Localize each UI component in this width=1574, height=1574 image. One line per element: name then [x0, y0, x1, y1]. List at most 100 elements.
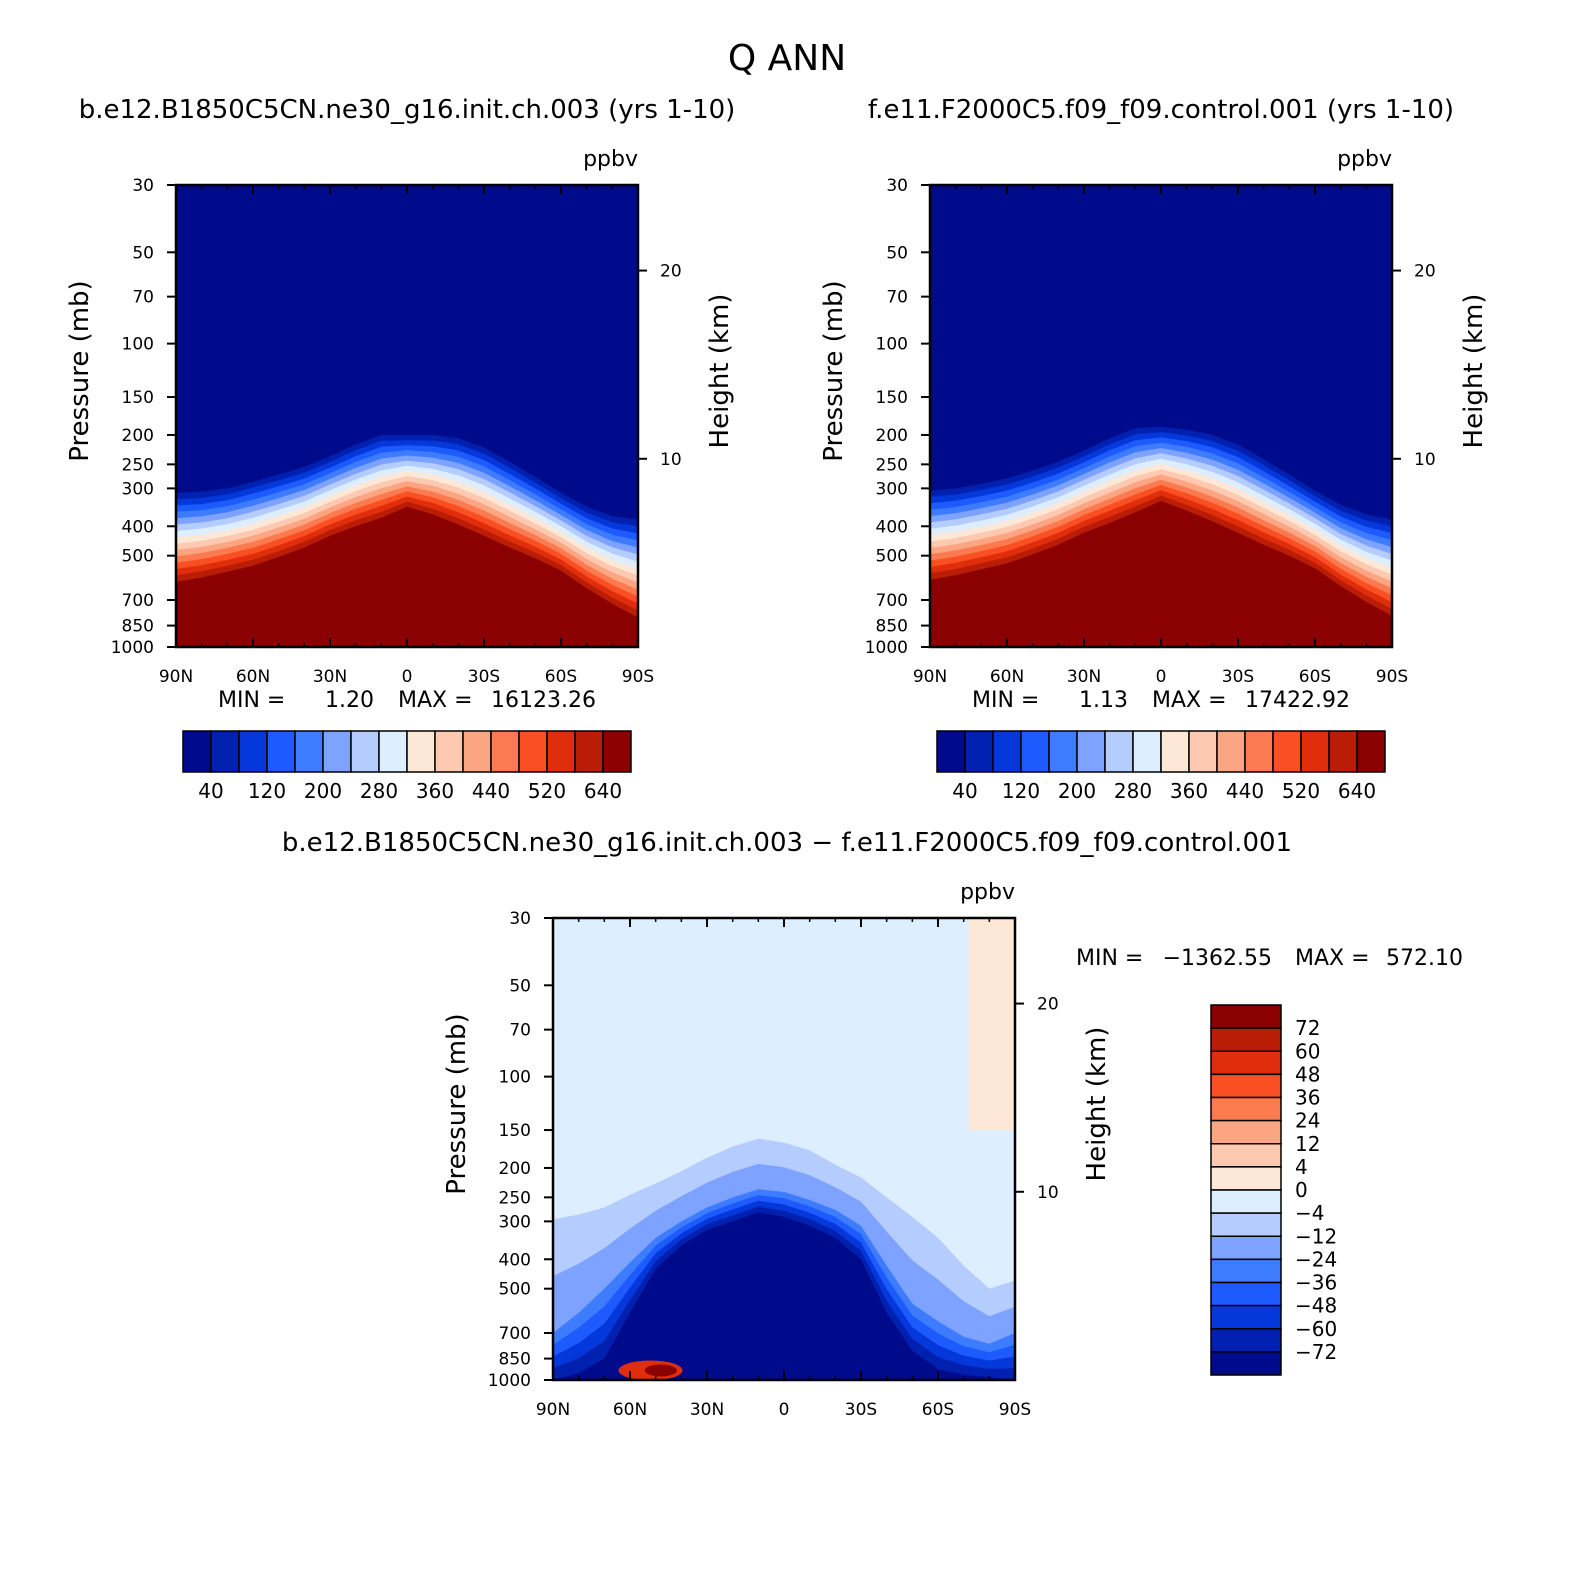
y-tick-label: 30: [509, 909, 531, 929]
min-label: MIN =: [218, 688, 285, 713]
colorbar-swatch: [518, 730, 548, 773]
y-tick-label: 1000: [111, 638, 154, 658]
colorbar-swatch: [1210, 1143, 1282, 1168]
colorbar-swatch: [1216, 730, 1246, 773]
y-tick-label: 100: [499, 1068, 531, 1088]
contour-band-positive: [968, 918, 1015, 1131]
y-tick-label: 300: [499, 1212, 531, 1232]
y-tick-label: 100: [122, 335, 154, 355]
max-value: 17422.92: [1245, 688, 1350, 713]
colorbar-label: 200: [304, 779, 342, 803]
colorbar-label: 280: [1114, 779, 1152, 803]
x-tick-label: 0: [779, 1400, 790, 1420]
units-label: ppbv: [583, 147, 638, 172]
colorbar-swatch: [378, 730, 408, 773]
colorbar-swatch: [964, 730, 994, 773]
colorbar-swatch: [574, 730, 604, 773]
colorbar-label: −12: [1295, 1224, 1337, 1248]
height-tick-label: 10: [660, 450, 682, 470]
colorbar-swatch: [322, 730, 352, 773]
colorbar-swatch: [1210, 1027, 1282, 1052]
contour-band: [930, 500, 1392, 647]
colorbar-swatch: [1210, 1304, 1282, 1330]
colorbar-swatch: [1048, 730, 1078, 773]
y-axis-label: Pressure (mb): [819, 280, 849, 461]
y-tick-label: 300: [122, 479, 154, 499]
contour-blob-positive: [644, 1364, 677, 1377]
x-tick-label: 90S: [622, 667, 654, 687]
y-tick-label: 300: [876, 479, 908, 499]
units-label: ppbv: [960, 880, 1015, 905]
panel-title: b.e12.B1850C5CN.ne30_g16.init.ch.003 − f…: [282, 828, 1292, 858]
y-tick-label: 150: [122, 388, 154, 408]
y-tick-label: 30: [132, 176, 154, 196]
units-label: ppbv: [1337, 147, 1392, 172]
colorbar-swatch: [1244, 730, 1274, 773]
y-tick-label: 700: [876, 591, 908, 611]
colorbar-swatch: [434, 730, 464, 773]
colorbar-label: 360: [416, 779, 454, 803]
colorbar-label: 360: [1170, 779, 1208, 803]
max-label: MAX =: [1152, 688, 1227, 713]
colorbar-swatch: [406, 730, 436, 773]
colorbar-swatch: [602, 730, 632, 773]
min-value: −1362.55: [1163, 946, 1272, 971]
colorbar-swatch: [1210, 1212, 1282, 1237]
colorbar-swatch: [210, 730, 240, 773]
colorbar-swatch: [1210, 1166, 1282, 1191]
colorbar: 40 120 200 280 360 440 520 640: [182, 730, 632, 803]
x-tick-label: 60N: [990, 667, 1024, 687]
colorbar-label: 520: [1282, 779, 1320, 803]
colorbar-label: 440: [472, 779, 510, 803]
panel-title: b.e12.B1850C5CN.ne30_g16.init.ch.003 (yr…: [79, 95, 736, 125]
panel-title: f.e11.F2000C5.f09_f09.control.001 (yrs 1…: [868, 95, 1454, 125]
colorbar-label: 640: [584, 779, 622, 803]
min-value: 1.20: [325, 688, 374, 713]
colorbar-swatch: [1210, 1258, 1282, 1284]
colorbar-label: 520: [528, 779, 566, 803]
panel-difference: 90N 60N 30N 0 30S 60S 90S305070100150200250300…: [282, 828, 1463, 1420]
colorbar-swatch: [936, 730, 966, 773]
colorbar-label: 40: [952, 779, 977, 803]
height-tick-label: 10: [1037, 1183, 1059, 1203]
x-tick-label: 60S: [1299, 667, 1331, 687]
x-tick-label: 90S: [999, 1400, 1031, 1420]
colorbar-swatch: [266, 730, 296, 773]
x-tick-label: 30S: [845, 1400, 877, 1420]
colorbar-label: −4: [1295, 1201, 1324, 1225]
colorbar-swatch: [1328, 730, 1358, 773]
colorbar-swatch: [1020, 730, 1050, 773]
y-tick-label: 200: [499, 1159, 531, 1179]
y-tick-label: 500: [122, 547, 154, 567]
height-tick-label: 10: [1414, 450, 1436, 470]
colorbar-swatch: [1132, 730, 1162, 773]
colorbar-swatch: [350, 730, 380, 773]
max-value: 16123.26: [491, 688, 596, 713]
min-label: MIN =: [1076, 946, 1143, 971]
colorbar-label: 640: [1338, 779, 1376, 803]
y-tick-label: 1000: [865, 638, 908, 658]
colorbar-swatch: [1210, 1281, 1282, 1307]
contour-field: [553, 918, 1015, 1380]
y-tick-label: 700: [122, 591, 154, 611]
colorbar-label: −48: [1295, 1294, 1337, 1318]
height-tick-label: 20: [660, 262, 682, 282]
colorbar-label: −24: [1295, 1247, 1337, 1271]
colorbar-swatch: [1356, 730, 1386, 773]
y-axis-label: Pressure (mb): [442, 1013, 472, 1194]
colorbar-label: 60: [1295, 1039, 1320, 1063]
y-tick-label: 400: [499, 1250, 531, 1270]
colorbar-label: 280: [360, 779, 398, 803]
contour-field: [176, 185, 638, 647]
colorbar-swatch: [1188, 730, 1218, 773]
x-tick-label: 90S: [1376, 667, 1408, 687]
colorbar-label: 72: [1295, 1016, 1320, 1040]
min-label: MIN =: [972, 688, 1039, 713]
y-tick-label: 150: [876, 388, 908, 408]
y-axis-label-right: Height (km): [1082, 1027, 1112, 1182]
y-tick-label: 30: [886, 176, 908, 196]
y-tick-label: 250: [122, 455, 154, 475]
colorbar-swatch: [1210, 1050, 1282, 1076]
x-tick-label: 60N: [613, 1400, 647, 1420]
